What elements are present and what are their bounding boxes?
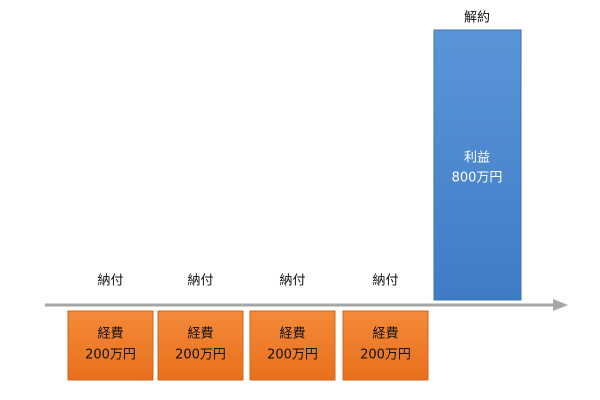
expense-box [67,310,154,381]
payment-event: 納付 [97,274,123,289]
expense-box [342,310,429,381]
expense-label: 経費 [187,327,213,342]
exit-event: 解約 [464,11,490,26]
expense-amount: 200万円 [360,348,411,363]
expense-amount: 200万円 [175,348,226,363]
expense-amount: 200万円 [267,348,318,363]
expense-label: 経費 [372,327,398,342]
expense-box [249,310,336,381]
timeline-arrowhead [553,299,568,311]
payment-event: 納付 [372,274,398,289]
payment-event: 納付 [279,274,305,289]
payment-event: 納付 [187,274,213,289]
expense-label: 経費 [279,327,305,342]
exit-amount: 800万円 [452,171,503,186]
expense-amount: 200万円 [85,348,136,363]
expense-label: 経費 [97,327,123,342]
expense-box [157,310,244,381]
exit-label: 利益 [464,151,490,166]
profit-bar [433,29,522,301]
